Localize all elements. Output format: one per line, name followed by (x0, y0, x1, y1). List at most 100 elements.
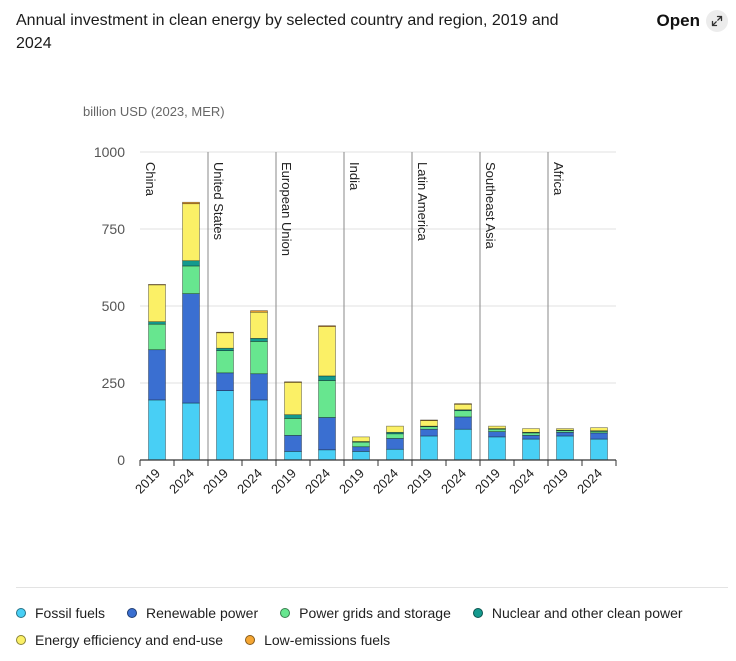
x-tick-label: 2019 (404, 466, 435, 497)
y-tick-label: 1000 (94, 144, 125, 160)
bar-segment-lowemission[interactable] (284, 381, 302, 383)
bar-segment-renewable[interactable] (352, 446, 370, 452)
bar-segment-lowemission[interactable] (318, 325, 336, 327)
legend-item-efficiency[interactable]: Energy efficiency and end-use (16, 631, 223, 649)
bar-segment-fossil[interactable] (556, 435, 574, 461)
bar-segment-lowemission[interactable] (182, 201, 200, 205)
bar-segment-nuclear[interactable] (284, 414, 302, 419)
bar-segment-grids[interactable] (352, 441, 370, 448)
legend-swatch (16, 635, 26, 645)
bar-segment-nuclear[interactable] (318, 375, 336, 381)
open-button[interactable]: Open (657, 8, 728, 34)
x-tick-label: 2024 (506, 466, 537, 497)
x-tick-label: 2019 (268, 466, 299, 497)
bar-segment-efficiency[interactable] (556, 428, 574, 431)
group-label: Latin America (415, 162, 430, 242)
legend-swatch (245, 635, 256, 645)
x-tick-label: 2019 (336, 466, 367, 497)
bar-segment-renewable[interactable] (318, 417, 336, 451)
bar-segment-nuclear[interactable] (216, 347, 234, 351)
bar-segment-fossil[interactable] (182, 402, 200, 461)
bar-segment-renewable[interactable] (250, 373, 268, 401)
group-label: European Union (279, 162, 294, 256)
bar-segment-fossil[interactable] (522, 438, 540, 461)
bar-segment-renewable[interactable] (556, 431, 574, 437)
bar-segment-lowemission[interactable] (420, 419, 438, 421)
bar-segment-grids[interactable] (148, 323, 166, 351)
bar-segment-grids[interactable] (318, 380, 336, 418)
bar-segment-renewable[interactable] (182, 293, 200, 404)
bar-segment-fossil[interactable] (454, 428, 472, 461)
bar-segment-efficiency[interactable] (284, 382, 302, 416)
bar-segment-fossil[interactable] (216, 390, 234, 461)
bar-segment-renewable[interactable] (590, 432, 608, 440)
legend-item-lowemission[interactable]: Low-emissions fuels (245, 631, 390, 649)
bar-segment-efficiency[interactable] (386, 425, 404, 433)
bar-segment-lowemission[interactable] (148, 284, 166, 286)
bar-segment-efficiency[interactable] (522, 428, 540, 433)
bar-segment-fossil[interactable] (318, 449, 336, 461)
bar-segment-fossil[interactable] (352, 451, 370, 461)
bar-segment-renewable[interactable] (216, 372, 234, 391)
x-tick-label: 2024 (438, 466, 469, 497)
bar-segment-lowemission[interactable] (216, 331, 234, 334)
bar-segment-efficiency[interactable] (352, 436, 370, 442)
bar-segment-nuclear[interactable] (148, 321, 166, 325)
bar-segment-lowemission[interactable] (250, 310, 268, 313)
bar-segment-efficiency[interactable] (420, 420, 438, 427)
bar-segment-fossil[interactable] (250, 399, 268, 461)
bar-segment-renewable[interactable] (386, 438, 404, 450)
legend-item-nuclear[interactable]: Nuclear and other clean power (472, 604, 683, 622)
legend-label: Low-emissions fuels (264, 632, 391, 648)
legend-swatch (127, 608, 138, 618)
bar-segment-grids[interactable] (454, 410, 472, 418)
bar-segment-efficiency[interactable] (454, 403, 472, 411)
chart-area: billion USD (2023, MER) 0 250 500 750 1000 Chi… (83, 104, 617, 497)
legend-item-renewable[interactable]: Renewable power (127, 604, 258, 622)
y-tick-label: 0 (117, 452, 125, 468)
bar-segment-renewable[interactable] (488, 431, 506, 438)
bar-segment-efficiency[interactable] (488, 425, 506, 429)
bar-segment-fossil[interactable] (148, 399, 166, 461)
bar-segment-renewable[interactable] (284, 435, 302, 452)
bar-segment-efficiency[interactable] (148, 284, 166, 323)
bar-segment-efficiency[interactable] (182, 203, 200, 262)
bar-segment-grids[interactable] (182, 265, 200, 294)
bar-segment-renewable[interactable] (148, 349, 166, 401)
bar-segment-nuclear[interactable] (182, 260, 200, 267)
y-tick-label: 500 (102, 298, 126, 314)
legend-item-grids[interactable]: Power grids and storage (280, 604, 451, 622)
bar-segment-grids[interactable] (522, 432, 540, 436)
bar-segment-grids[interactable] (284, 418, 302, 436)
bar-segment-renewable[interactable] (454, 416, 472, 430)
bar-segment-fossil[interactable] (590, 438, 608, 461)
x-tick-label: 2024 (166, 466, 197, 497)
bar-segment-fossil[interactable] (488, 436, 506, 461)
legend-label: Fossil fuels (35, 605, 106, 621)
legend-label: Nuclear and other clean power (491, 605, 683, 621)
bar-segment-grids[interactable] (216, 350, 234, 374)
group-label: Africa (551, 162, 566, 196)
legend-label: Energy efficiency and end-use (35, 632, 224, 648)
bar-segment-fossil[interactable] (284, 451, 302, 461)
x-tick-label: 2024 (302, 466, 333, 497)
external-expand-icon (706, 10, 728, 32)
bar-segment-renewable[interactable] (420, 428, 438, 437)
bar-segment-grids[interactable] (250, 341, 268, 375)
bar-segment-efficiency[interactable] (318, 326, 336, 377)
bar-segment-efficiency[interactable] (250, 311, 268, 339)
open-button-label: Open (656, 11, 700, 30)
bar-segment-grids[interactable] (488, 428, 506, 432)
legend-item-fossil[interactable]: Fossil fuels (16, 604, 105, 622)
legend-label: Renewable power (146, 605, 259, 621)
bar-segment-grids[interactable] (386, 433, 404, 439)
bar-segment-fossil[interactable] (386, 448, 404, 461)
bar-segment-efficiency[interactable] (590, 427, 608, 432)
bar-segment-nuclear[interactable] (250, 338, 268, 342)
bar-segment-grids[interactable] (420, 426, 438, 430)
bar-segment-efficiency[interactable] (216, 332, 234, 349)
bar-segment-lowemission[interactable] (454, 403, 472, 405)
bar-segment-renewable[interactable] (522, 435, 540, 440)
bar-segment-fossil[interactable] (420, 435, 438, 461)
group-label: United States (211, 162, 226, 241)
